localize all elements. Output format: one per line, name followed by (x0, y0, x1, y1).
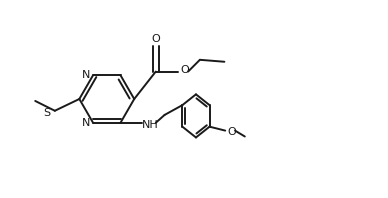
Text: S: S (43, 108, 50, 118)
Text: O: O (181, 65, 190, 75)
Text: NH: NH (142, 120, 158, 130)
Text: N: N (82, 118, 90, 128)
Text: N: N (82, 70, 90, 80)
Text: O: O (227, 127, 236, 137)
Text: O: O (151, 34, 160, 44)
